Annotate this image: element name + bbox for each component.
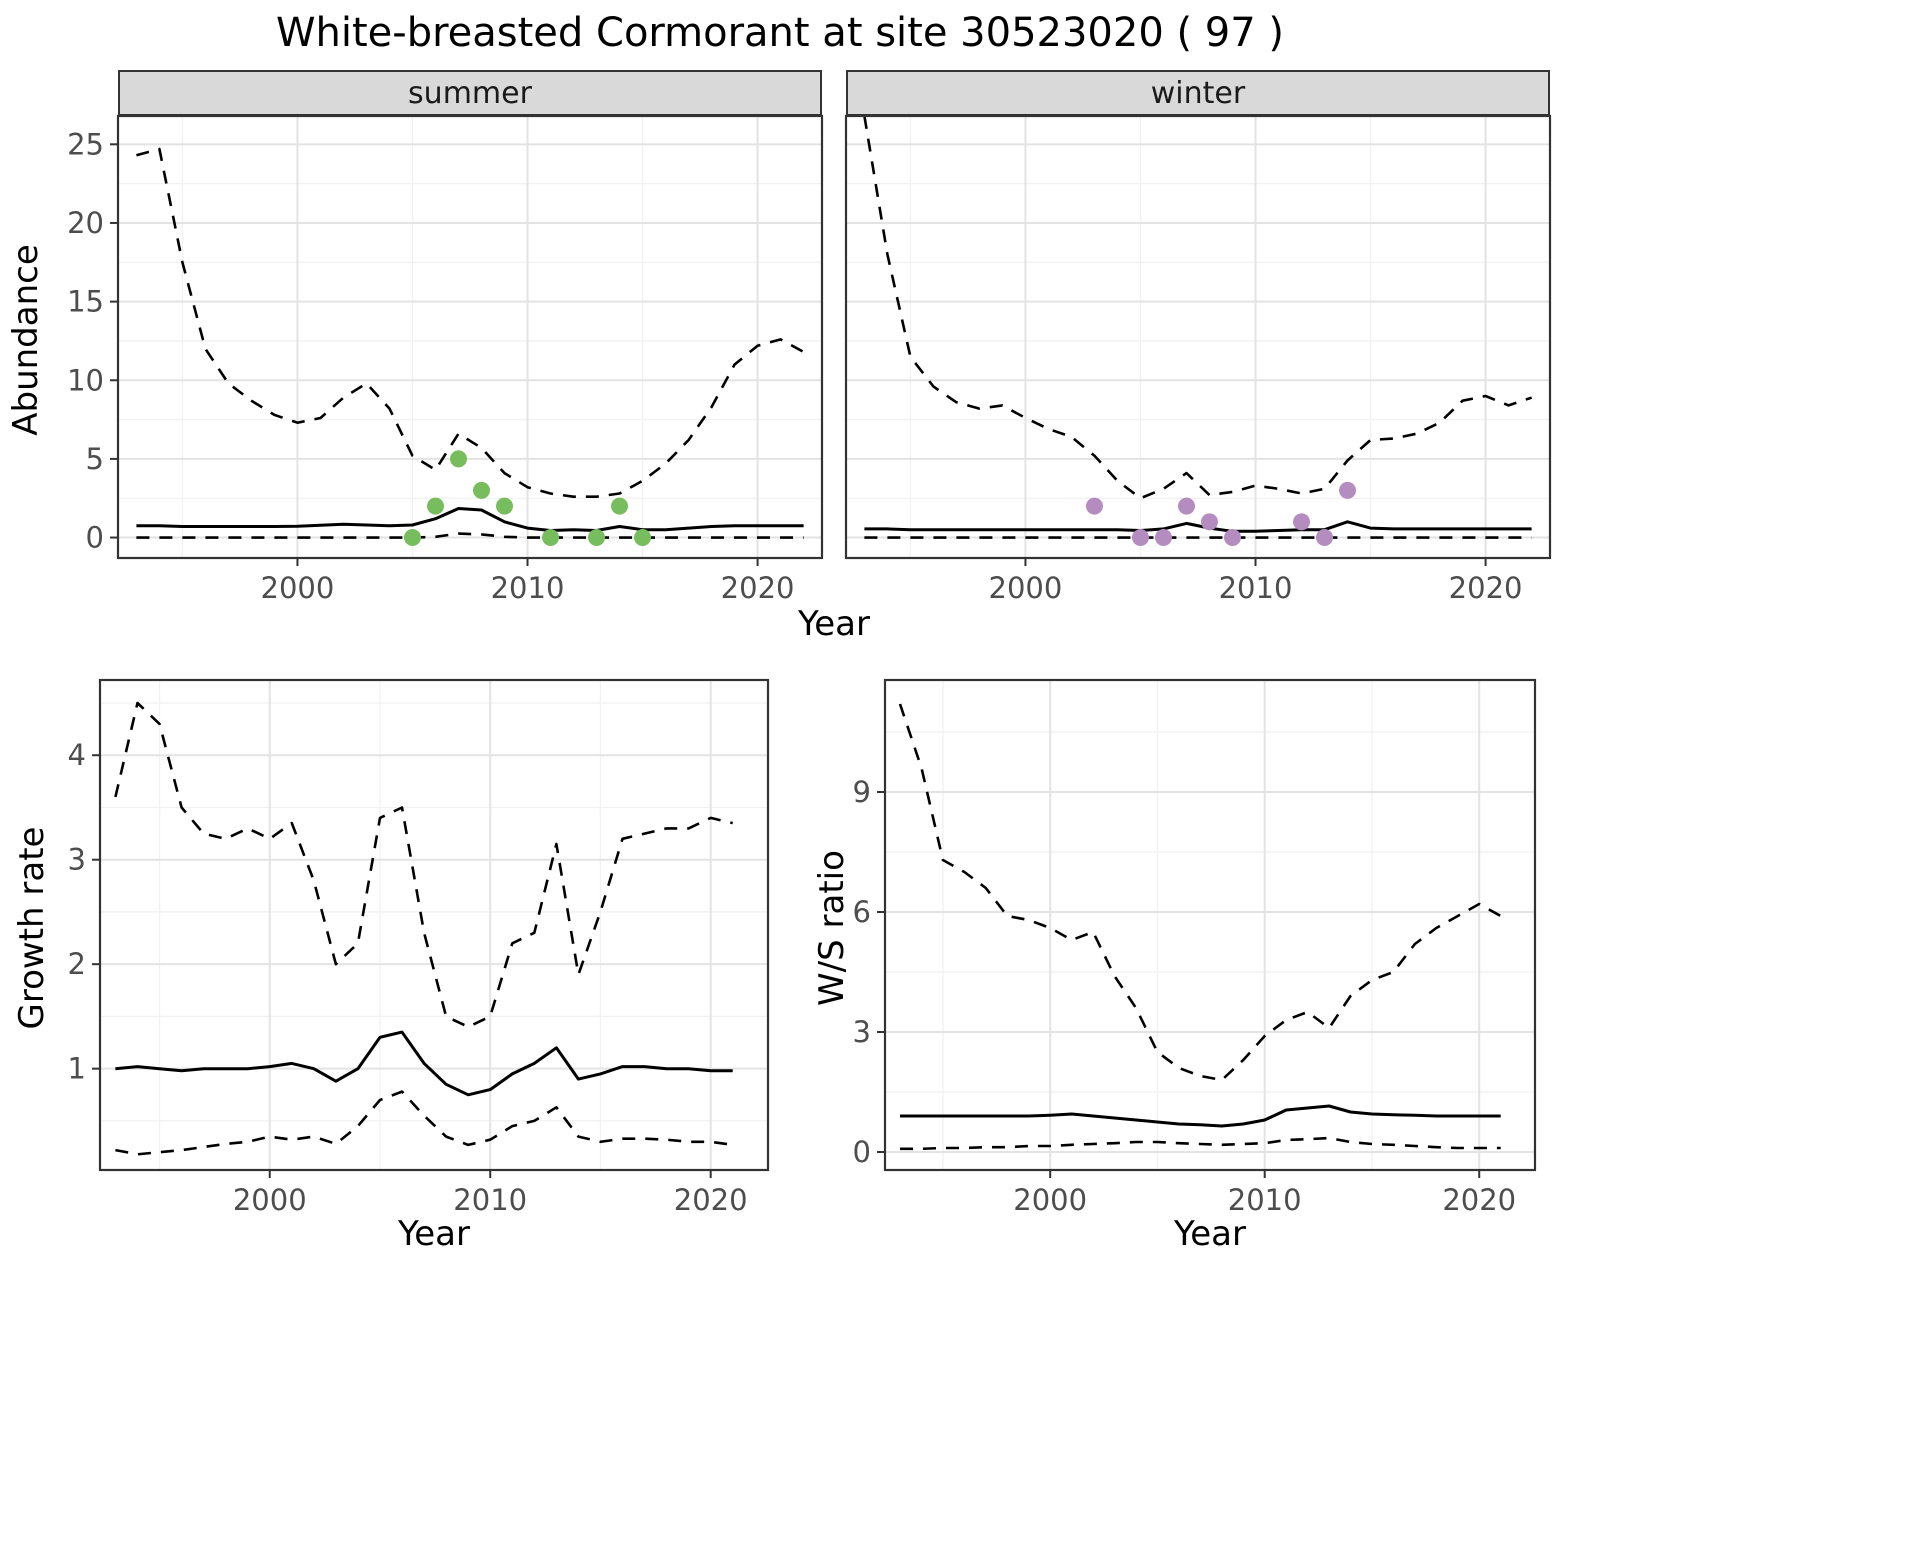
svg-text:0: 0 (853, 1135, 871, 1169)
svg-text:2020: 2020 (721, 571, 795, 605)
svg-text:2000: 2000 (261, 571, 335, 605)
svg-text:10: 10 (67, 363, 104, 397)
svg-text:9: 9 (853, 775, 871, 809)
svg-text:2000: 2000 (1013, 1183, 1087, 1217)
svg-text:2020: 2020 (674, 1183, 748, 1217)
facet-label-summer: summer (408, 75, 532, 111)
facet-strip-summer: summer (118, 70, 822, 116)
svg-text:25: 25 (67, 127, 104, 161)
x-axis-label-year-top: Year (798, 604, 870, 644)
svg-text:3: 3 (68, 843, 86, 877)
svg-text:3: 3 (853, 1015, 871, 1049)
svg-text:2010: 2010 (453, 1183, 527, 1217)
ws-ratio-chart: 2000 2010 2020 0 3 6 9 (853, 678, 1537, 1217)
svg-text:5: 5 (86, 442, 104, 476)
x-axis-label-year-growth: Year (398, 1214, 470, 1254)
facet-label-winter: winter (1150, 75, 1246, 111)
svg-text:1: 1 (68, 1052, 86, 1086)
svg-text:2000: 2000 (233, 1183, 307, 1217)
facet-strip-winter: winter (846, 70, 1550, 116)
svg-text:0: 0 (86, 521, 104, 555)
svg-text:6: 6 (853, 895, 871, 929)
abundance-winter-chart: 2000 2010 2020 (844, 114, 1552, 605)
svg-text:20: 20 (67, 206, 104, 240)
svg-text:2: 2 (68, 947, 86, 981)
svg-text:2020: 2020 (1449, 571, 1523, 605)
svg-text:2010: 2010 (1219, 571, 1293, 605)
abundance-summer-chart: 2000 2010 2020 0 5 10 15 20 25 (67, 114, 824, 605)
growth-rate-chart: 2000 2010 2020 1 2 3 4 (68, 678, 770, 1217)
chart-title: White-breasted Cormorant at site 3052302… (275, 10, 1285, 56)
svg-text:4: 4 (68, 738, 86, 772)
x-axis-label-year-ws: Year (1174, 1214, 1246, 1254)
svg-text:2010: 2010 (1228, 1183, 1302, 1217)
svg-text:15: 15 (67, 285, 104, 319)
svg-text:2010: 2010 (491, 571, 565, 605)
svg-text:2000: 2000 (989, 571, 1063, 605)
svg-text:2020: 2020 (1442, 1183, 1516, 1217)
